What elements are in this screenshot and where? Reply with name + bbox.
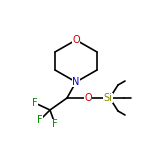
Text: F: F <box>52 119 58 129</box>
Text: O: O <box>72 35 80 45</box>
Text: F: F <box>32 98 38 108</box>
Text: N: N <box>72 77 80 87</box>
Text: O: O <box>84 93 92 103</box>
Text: F: F <box>37 115 43 125</box>
Text: Si: Si <box>104 93 112 103</box>
